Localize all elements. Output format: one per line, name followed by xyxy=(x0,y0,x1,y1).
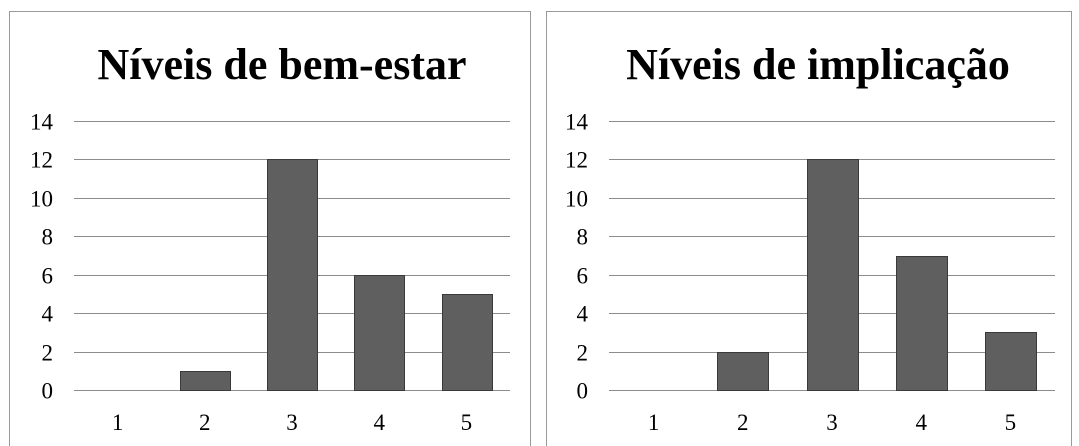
x-tick-label-3: 3 xyxy=(286,410,298,435)
y-tick-label-12: 12 xyxy=(30,148,53,173)
x-tick-label-2: 2 xyxy=(199,410,211,435)
bar-implicacao-5 xyxy=(985,332,1037,391)
y-tick-label-2: 2 xyxy=(577,341,589,366)
bar-implicacao-3 xyxy=(807,159,859,391)
y-tick-label-4: 4 xyxy=(42,302,54,327)
y-tick-label-4: 4 xyxy=(577,302,589,327)
y-tick-label-2: 2 xyxy=(42,341,54,366)
y-tick-label-6: 6 xyxy=(42,264,54,289)
y-tick-label-10: 10 xyxy=(565,187,588,212)
y-tick-label-8: 8 xyxy=(577,225,589,250)
chart-frame xyxy=(9,11,531,446)
x-tick-label-3: 3 xyxy=(826,410,838,435)
x-tick-label-2: 2 xyxy=(737,410,749,435)
x-tick-label-4: 4 xyxy=(373,410,385,435)
chart-title: Níveis de implicação xyxy=(626,40,1010,89)
y-tick-label-14: 14 xyxy=(565,110,589,135)
chart-title: Níveis de bem-estar xyxy=(97,40,466,89)
x-tick-label-5: 5 xyxy=(1005,410,1017,435)
y-tick-label-0: 0 xyxy=(42,379,54,404)
x-tick-label-1: 1 xyxy=(648,410,660,435)
bar-implicacao-2 xyxy=(717,352,769,391)
bar-bem-estar-4 xyxy=(354,275,405,391)
bar-bem-estar-2 xyxy=(180,371,231,391)
x-tick-label-1: 1 xyxy=(112,410,124,435)
y-tick-label-6: 6 xyxy=(577,264,589,289)
bar-bem-estar-5 xyxy=(442,294,493,391)
chart-frame xyxy=(546,11,1072,446)
y-tick-label-8: 8 xyxy=(42,225,54,250)
bar-implicacao-4 xyxy=(896,256,948,391)
y-tick-label-12: 12 xyxy=(565,148,588,173)
y-tick-label-14: 14 xyxy=(30,110,54,135)
y-tick-label-10: 10 xyxy=(30,187,53,212)
x-tick-label-4: 4 xyxy=(915,410,927,435)
y-tick-label-0: 0 xyxy=(577,379,589,404)
bar-bem-estar-3 xyxy=(267,159,318,391)
x-tick-label-5: 5 xyxy=(461,410,473,435)
